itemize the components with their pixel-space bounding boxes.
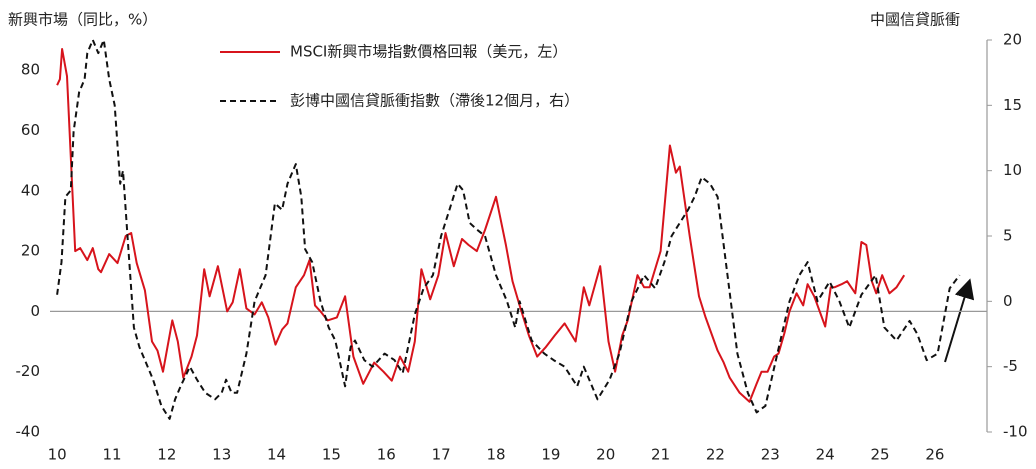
annotation-arrow <box>944 278 975 363</box>
y2-tick-label: 20 <box>1003 31 1022 49</box>
legend-label: 彭博中國信貸脈衝指數（滯後12個月，右） <box>290 92 579 110</box>
x-tick-label: 12 <box>157 446 176 464</box>
y2-axis-title: 中國信貸脈衝 <box>870 11 960 29</box>
x-tick-label: 26 <box>925 446 944 464</box>
y-axis-title: 新興市場（同比，%） <box>8 11 157 29</box>
x-tick-label: 22 <box>706 446 725 464</box>
x-tick-label: 20 <box>596 446 615 464</box>
data-line <box>56 48 906 403</box>
x-tick-label: 11 <box>102 446 121 464</box>
x-tick-label: 10 <box>48 446 67 464</box>
y2-tick-label: -5 <box>1003 357 1018 375</box>
y-tick-label: 20 <box>21 242 40 260</box>
x-tick-label: 24 <box>816 446 835 464</box>
data-line <box>56 39 961 420</box>
x-tick-label: 16 <box>377 446 396 464</box>
y-tick-label: 40 <box>21 181 40 199</box>
y-tick-label: -20 <box>16 362 41 380</box>
x-tick-label: 21 <box>651 446 670 464</box>
y2-tick-label: -10 <box>1003 423 1028 441</box>
y-tick-label: -40 <box>16 423 41 441</box>
y2-tick-label: 5 <box>1003 227 1013 245</box>
y2-tick-label: 15 <box>1003 96 1022 114</box>
y-tick-label: 60 <box>21 121 40 139</box>
y-tick-label: 0 <box>30 302 40 320</box>
y2-tick-label: 10 <box>1003 161 1022 179</box>
y-tick-label: 80 <box>21 61 40 79</box>
x-tick-label: 17 <box>432 446 451 464</box>
legend-label: MSCI新興市場指數價格回報（美元，左） <box>290 43 567 61</box>
y2-tick-label: 0 <box>1003 292 1013 310</box>
x-tick-label: 18 <box>486 446 505 464</box>
x-tick-label: 25 <box>870 446 889 464</box>
x-tick-label: 23 <box>761 446 780 464</box>
x-tick-label: 19 <box>541 446 560 464</box>
x-tick-label: 14 <box>267 446 286 464</box>
x-tick-label: 13 <box>212 446 231 464</box>
x-tick-label: 15 <box>322 446 341 464</box>
